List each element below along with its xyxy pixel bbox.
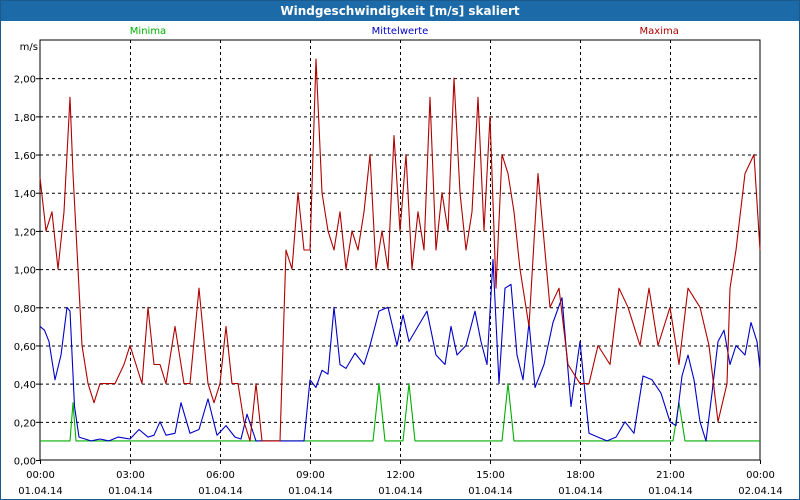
y-tick-label: 1,80	[14, 113, 36, 124]
legend-minima: Minima	[130, 26, 166, 37]
y-tick-label: 1,20	[14, 227, 36, 238]
series-line-mittelwerte	[39, 258, 761, 442]
y-tick-label: 0,80	[14, 304, 36, 315]
series-line-minima	[40, 383, 760, 442]
x-tick-time: 06:00	[206, 470, 235, 481]
x-tick-time: 18:00	[566, 470, 595, 481]
x-tick-date: 01.04.14	[288, 486, 333, 497]
y-axis-unit: m/s	[20, 42, 38, 53]
x-tick-date: 01.04.14	[558, 486, 603, 497]
x-tick-time: 00:00	[746, 470, 775, 481]
x-tick-date: 01.04.14	[108, 486, 153, 497]
legend-maxima: Maxima	[640, 26, 679, 37]
x-tick-date: 01.04.14	[378, 486, 423, 497]
y-tick-label: 1,00	[14, 266, 36, 277]
y-tick-label: 0,40	[14, 380, 36, 391]
x-tick-date: 02.04.14	[738, 486, 783, 497]
chart-title: Windgeschwindigkeit [m/s] skaliert	[1, 1, 799, 21]
x-tick-time: 15:00	[476, 470, 505, 481]
y-tick-label: 0,00	[14, 457, 36, 468]
x-tick-date: 01.04.14	[18, 486, 63, 497]
y-tick-label: 0,20	[14, 418, 36, 429]
x-tick-date: 01.04.14	[468, 486, 513, 497]
x-tick-time: 00:00	[26, 470, 55, 481]
y-tick-label: 0,60	[14, 342, 36, 353]
legend-mittelwerte: Mittelwerte	[372, 26, 429, 37]
x-tick-time: 03:00	[116, 470, 145, 481]
y-tick-label: 1,60	[14, 151, 36, 162]
x-tick-date: 01.04.14	[198, 486, 243, 497]
y-tick-label: 2,00	[14, 75, 36, 86]
x-tick-time: 21:00	[656, 470, 685, 481]
x-tick-time: 12:00	[386, 470, 415, 481]
x-tick-date: 01.04.14	[648, 486, 693, 497]
series-line-maxima	[39, 58, 761, 442]
x-tick-time: 09:00	[296, 470, 325, 481]
y-tick-label: 1,40	[14, 189, 36, 200]
